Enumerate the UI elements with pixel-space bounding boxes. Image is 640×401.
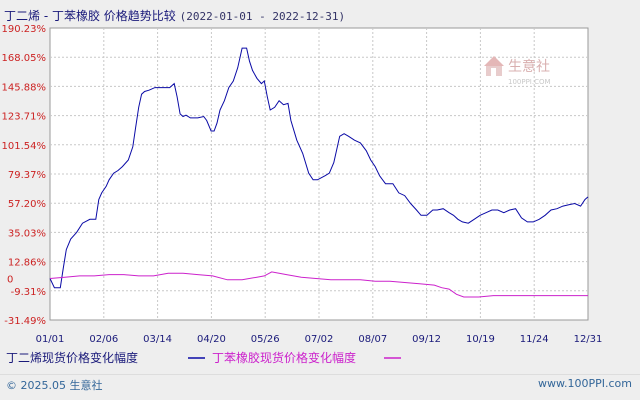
- y-tick-label: 101.54%: [2, 141, 47, 152]
- site-link[interactable]: www.100PPI.com: [538, 377, 632, 390]
- watermark-logo-icon: [484, 56, 504, 76]
- y-tick-label: 145.88%: [2, 82, 47, 93]
- y-tick-label: 190.23%: [2, 24, 47, 35]
- x-tick-label: 07/02: [305, 334, 334, 345]
- x-tick-label: 10/19: [466, 334, 495, 345]
- series-lines: [49, 47, 589, 298]
- chart-title: 丁二烯 - 丁苯橡胶 价格趋势比较: [4, 9, 176, 23]
- copyright-text: © 2025.05 生意社: [6, 379, 103, 392]
- series-line-sbr: [49, 271, 588, 298]
- y-axis: 190.23% 168.05% 145.88% 123.71% 101.54% 79.37…: [2, 24, 47, 327]
- x-axis: 01/01 02/06 03/14 04/20 05/26 07/02 08/07 09/12…: [36, 334, 603, 345]
- chart-header: 丁二烯 - 丁苯橡胶 价格趋势比较 (2022-01-01 - 2022-12-…: [4, 7, 345, 25]
- x-tick-label: 09/12: [412, 334, 441, 345]
- x-tick-label: 08/07: [358, 334, 387, 345]
- footer: [0, 374, 640, 401]
- y-tick-label: -31.49%: [4, 316, 46, 327]
- grid: [50, 28, 588, 320]
- y-tick-label: 12.86%: [8, 258, 46, 269]
- x-tick-label: 05/26: [251, 334, 280, 345]
- y-zero-label: 0: [7, 275, 13, 286]
- x-tick-label: 12/31: [574, 334, 603, 345]
- series-line-butadiene: [49, 47, 589, 289]
- y-tick-label: 35.03%: [8, 228, 46, 239]
- legend-label-butadiene: 丁二烯现货价格变化幅度: [6, 350, 138, 365]
- x-tick-label: 03/14: [143, 334, 172, 345]
- y-tick-label: 168.05%: [2, 53, 47, 64]
- x-tick-label: 01/01: [36, 334, 65, 345]
- y-tick-label: 57.20%: [8, 199, 46, 210]
- x-tick-label: 11/24: [520, 334, 549, 345]
- x-tick-label: 04/20: [197, 334, 226, 345]
- watermark-en: 100PPI.COM: [508, 78, 551, 86]
- y-tick-label: -9.31%: [11, 287, 46, 298]
- watermark: 生意社 100PPI.COM: [484, 56, 551, 86]
- legend: 丁二烯现货价格变化幅度 丁苯橡胶现货价格变化幅度: [6, 350, 401, 365]
- x-tick-label: 02/06: [89, 334, 118, 345]
- legend-label-sbr: 丁苯橡胶现货价格变化幅度: [212, 350, 356, 365]
- watermark-cn: 生意社: [508, 58, 550, 75]
- y-tick-label: 123.71%: [2, 112, 47, 123]
- y-tick-label: 79.37%: [8, 170, 46, 181]
- date-range: (2022-01-01 - 2022-12-31): [179, 10, 346, 23]
